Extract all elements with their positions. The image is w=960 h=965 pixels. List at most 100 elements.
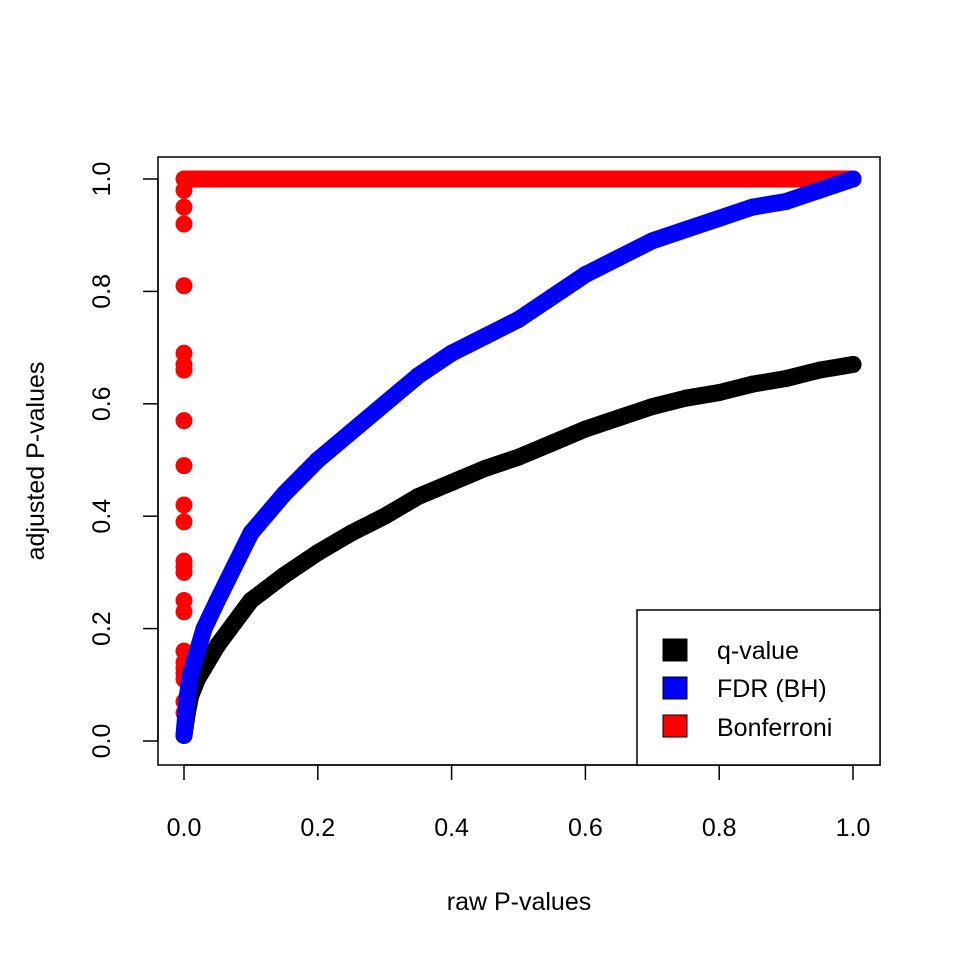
data-point	[744, 375, 762, 393]
data-point	[811, 181, 829, 199]
data-point	[510, 311, 527, 328]
data-point	[643, 170, 661, 188]
x-axis-label: raw P-values	[447, 888, 592, 916]
data-point	[175, 412, 193, 430]
data-point	[677, 389, 695, 407]
y-tick-label: 0.0	[88, 724, 116, 759]
data-point	[175, 181, 193, 199]
x-tick-label: 0.4	[434, 814, 469, 842]
x-axis: 0.0 0.2 0.4 0.6 0.8 1.0	[167, 764, 871, 842]
data-point	[242, 524, 260, 542]
data-point	[710, 170, 728, 188]
legend-swatch-q-value	[662, 638, 688, 662]
data-point	[178, 687, 196, 705]
legend-swatch-bonferroni	[662, 714, 688, 738]
y-axis: 0.0 0.2 0.4 0.6 0.8 1.0	[88, 162, 159, 759]
data-point	[175, 552, 193, 570]
data-point	[242, 170, 260, 188]
x-tick-label: 0.8	[702, 814, 737, 842]
data-point	[376, 170, 394, 188]
legend: q-value FDR (BH) Bonferroni	[636, 609, 881, 766]
data-point	[476, 459, 494, 477]
y-axis-label: adjusted P-values	[22, 362, 50, 561]
data-point	[208, 170, 226, 188]
data-point	[543, 170, 561, 188]
data-point	[510, 448, 527, 466]
data-point	[777, 170, 795, 188]
data-point	[309, 451, 327, 469]
y-tick-label: 0.4	[88, 499, 116, 534]
data-point	[342, 524, 360, 542]
data-point	[744, 198, 762, 216]
data-point	[342, 170, 360, 188]
y-tick-label: 0.6	[88, 386, 116, 421]
x-tick-label: 0.2	[300, 814, 335, 842]
data-point	[476, 327, 494, 345]
x-tick-label: 0.6	[568, 814, 603, 842]
data-point	[409, 488, 427, 506]
data-point	[543, 434, 561, 452]
data-point	[643, 232, 661, 250]
data-point	[175, 198, 193, 216]
data-point	[844, 355, 862, 373]
data-point	[576, 420, 594, 438]
data-point	[242, 592, 260, 609]
data-point	[225, 614, 243, 632]
data-point	[182, 665, 200, 683]
data-point	[643, 398, 661, 416]
series-fdr-bh	[175, 170, 862, 744]
data-point	[576, 266, 594, 284]
data-point	[443, 473, 461, 491]
x-tick-label: 0.0	[167, 814, 202, 842]
data-point	[275, 485, 293, 503]
data-point	[175, 496, 193, 514]
data-point	[677, 170, 695, 188]
y-tick-label: 0.8	[88, 274, 116, 309]
data-point	[610, 249, 628, 267]
data-point	[275, 170, 293, 188]
data-point	[275, 566, 293, 584]
data-point	[309, 170, 327, 188]
data-point	[576, 170, 594, 188]
x-tick-label: 1.0	[836, 814, 871, 842]
legend-label-fdr-bh: FDR (BH)	[717, 675, 827, 703]
data-point	[744, 170, 762, 188]
data-point	[225, 558, 243, 576]
data-point	[677, 221, 695, 239]
data-point	[710, 384, 728, 402]
data-point	[342, 423, 360, 441]
data-point	[844, 170, 862, 188]
data-point	[195, 620, 213, 638]
data-point	[175, 592, 193, 609]
data-point	[510, 170, 527, 188]
data-point	[710, 209, 728, 227]
data-point	[309, 544, 327, 562]
y-tick-label: 1.0	[88, 162, 116, 197]
data-point	[409, 170, 427, 188]
data-point	[188, 642, 206, 660]
data-point	[175, 457, 193, 475]
plot-marks	[175, 170, 862, 744]
data-point	[175, 513, 193, 531]
legend-swatch-fdr-bh	[662, 676, 688, 700]
data-point	[610, 409, 628, 427]
y-tick-label: 0.2	[88, 611, 116, 646]
data-point	[811, 361, 829, 379]
data-point	[409, 367, 427, 385]
legend-label-bonferroni: Bonferroni	[717, 714, 832, 742]
legend-label-q-value: q-value	[717, 637, 799, 665]
data-point	[376, 507, 394, 525]
data-point	[208, 636, 226, 654]
data-point	[175, 726, 193, 744]
data-point	[175, 277, 193, 295]
data-point	[476, 170, 494, 188]
data-point	[175, 215, 193, 233]
data-point	[777, 192, 795, 210]
data-point	[376, 395, 394, 413]
data-point	[175, 344, 193, 362]
data-point	[543, 288, 561, 306]
data-point	[610, 170, 628, 188]
data-point	[208, 592, 226, 609]
data-point	[443, 344, 461, 362]
